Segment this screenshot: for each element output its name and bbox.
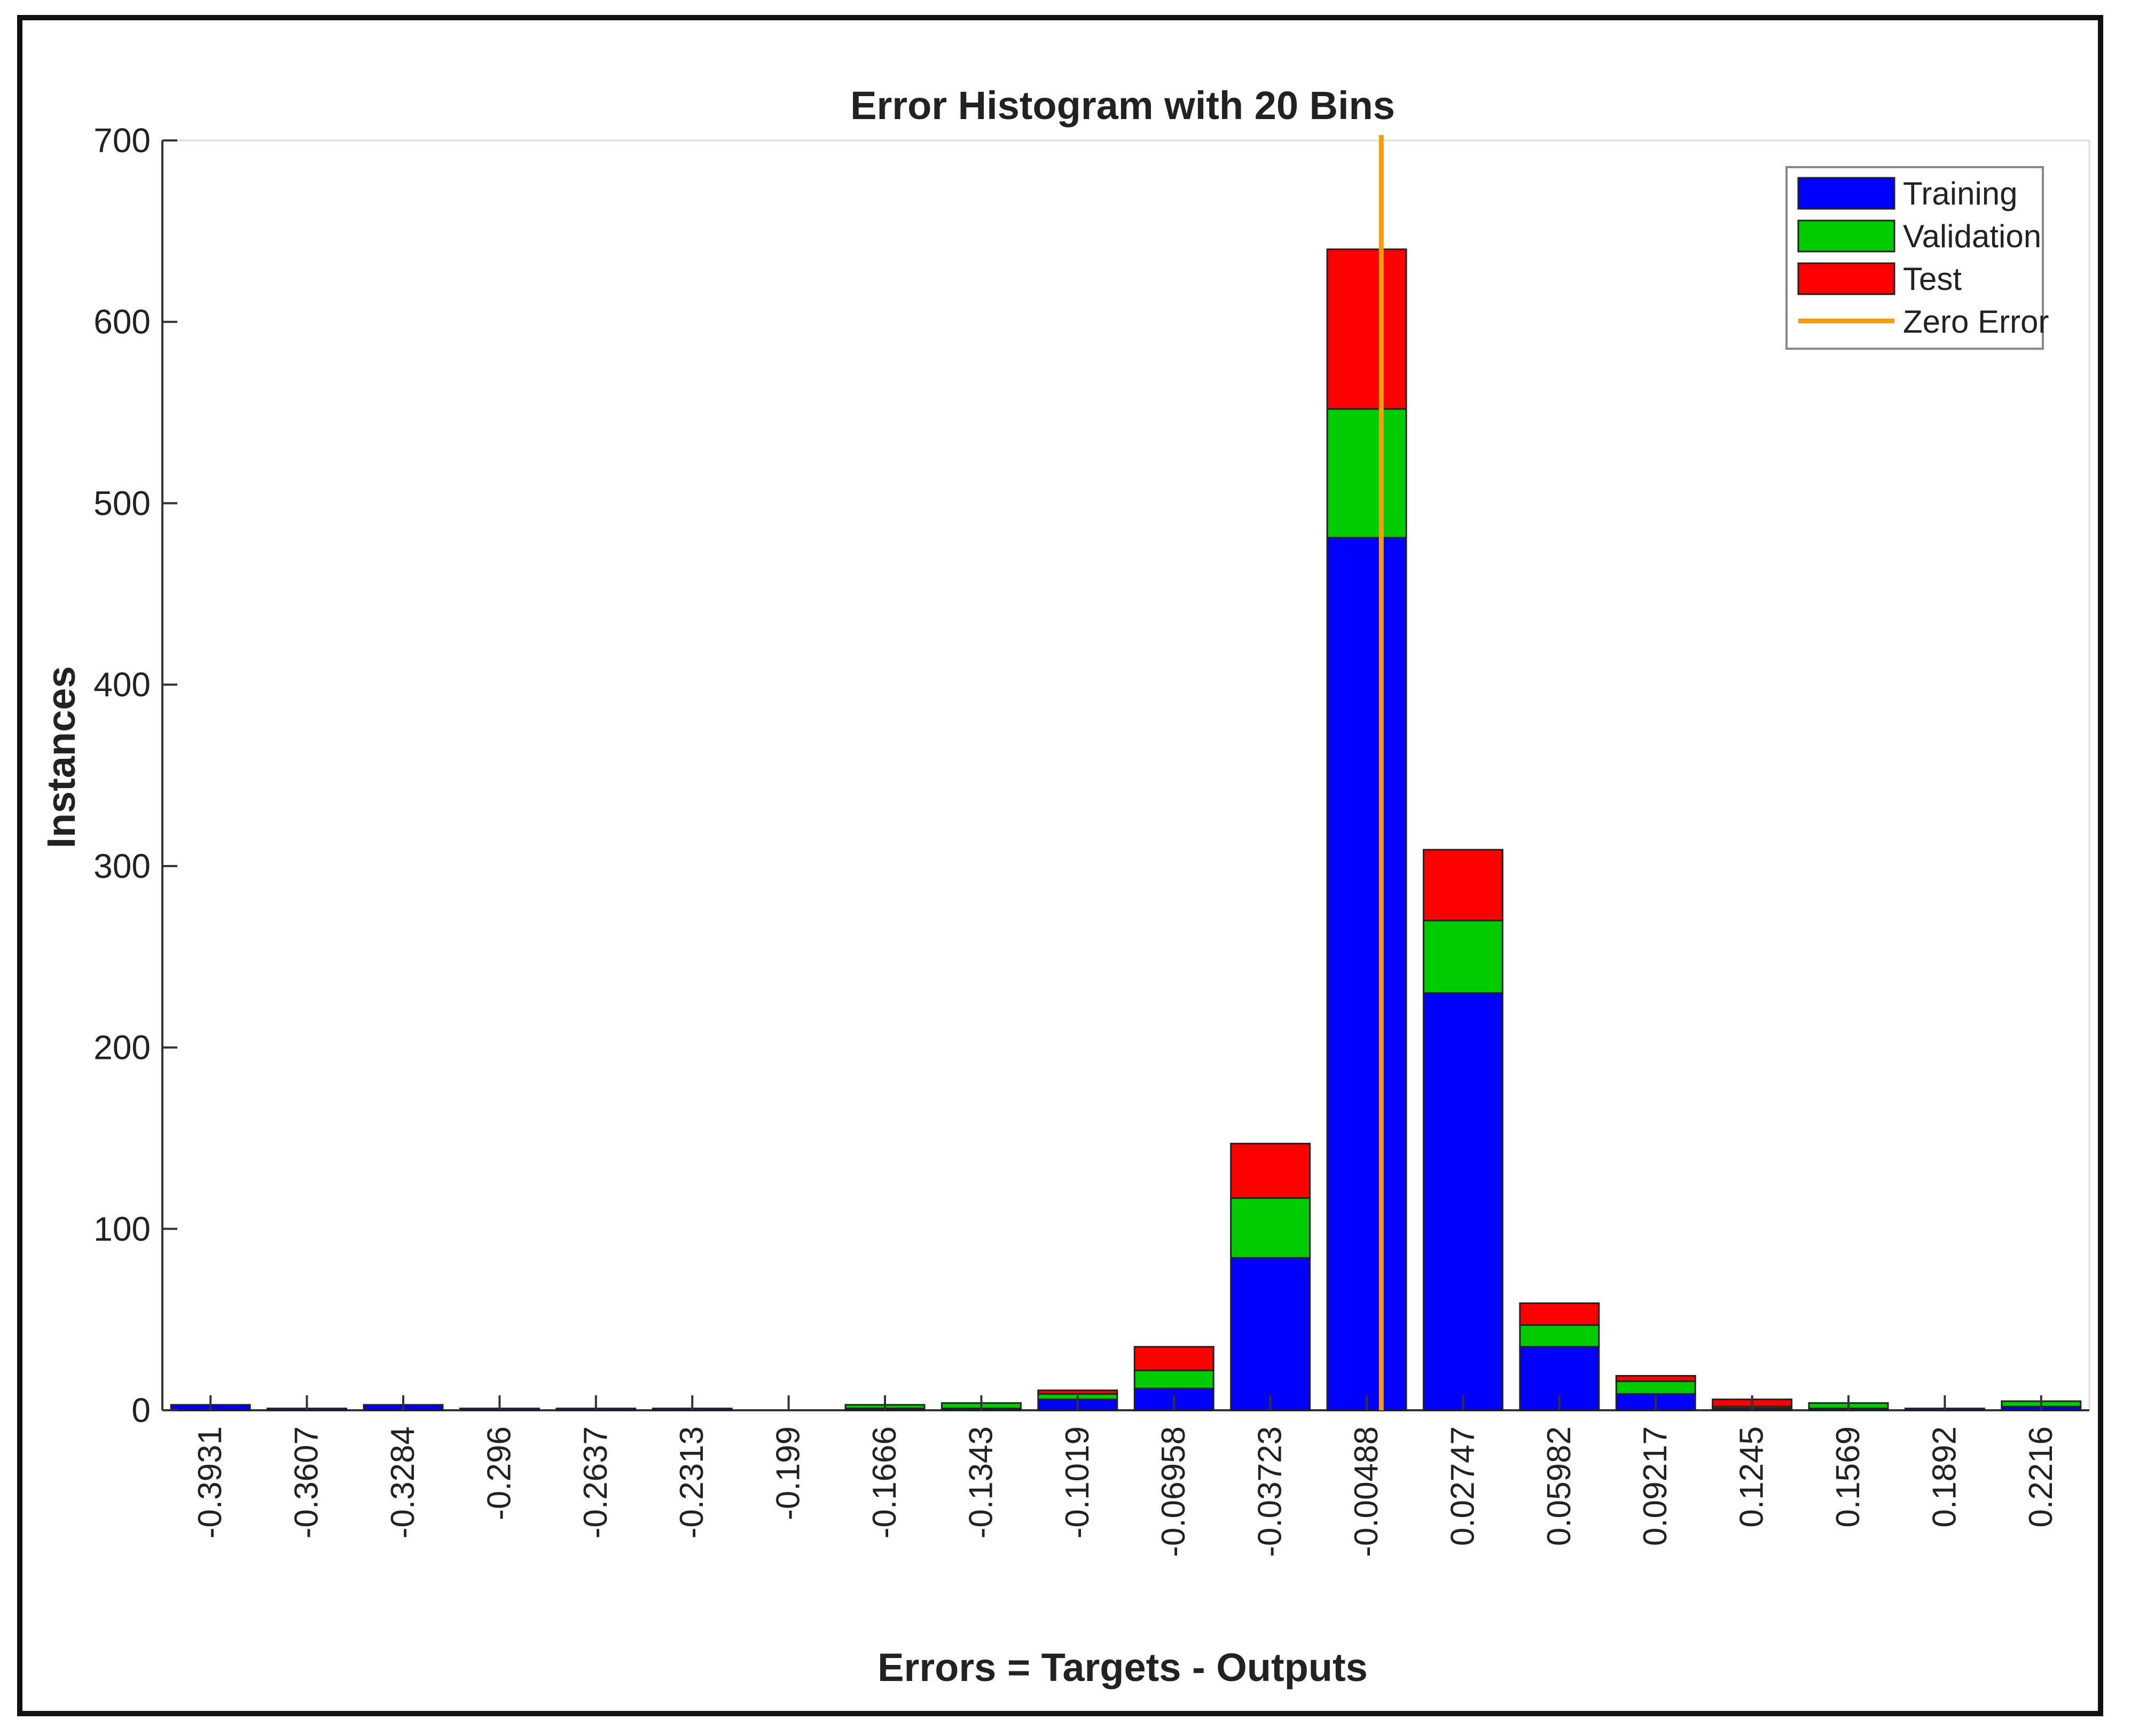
x-tick-label: -0.3284 (385, 1426, 421, 1538)
y-tick-label: 0 (131, 1391, 151, 1429)
figure-frame: Error Histogram with 20 Bins 0 100 200 300 4… (17, 15, 2103, 1716)
bar-training-13 (1422, 992, 1503, 1411)
bar-validation-11 (1230, 1197, 1311, 1259)
bar-test-14 (1519, 1302, 1600, 1326)
x-tick-label: 0.02747 (1444, 1426, 1481, 1546)
x-tick-label: 0.2216 (2023, 1426, 2059, 1528)
legend-label: Training (1903, 176, 2018, 211)
bar-test-10 (1133, 1346, 1215, 1371)
x-tick-label: -0.3607 (288, 1426, 325, 1538)
x-tick-label: -0.00488 (1348, 1426, 1385, 1557)
x-tick-label: 0.1892 (1926, 1426, 1963, 1528)
x-tick-label: -0.3931 (192, 1426, 229, 1538)
legend-label: Test (1903, 261, 1962, 297)
error-histogram-chart: Error Histogram with 20 Bins 0 100 200 300 4… (39, 83, 2090, 1690)
y-tick-label: 700 (93, 121, 151, 160)
y-axis-label: Instances (39, 666, 83, 848)
x-tick-label: 0.1569 (1830, 1426, 1867, 1528)
bar-validation-10 (1133, 1369, 1215, 1389)
x-axis-ticks: -0.3931 -0.3607 -0.3284 -0.296 -0.2637 -0.231… (192, 1395, 2059, 1557)
y-tick-label: 400 (93, 665, 151, 704)
x-tick-label: -0.296 (481, 1426, 518, 1520)
y-axis-ticks: 0 100 200 300 400 500 600 700 (93, 121, 177, 1429)
legend: Training Validation Test Zero Error (1785, 166, 2049, 350)
x-tick-label: -0.1343 (962, 1426, 999, 1538)
bar-test-11 (1230, 1143, 1311, 1199)
bar-test-13 (1422, 849, 1503, 922)
y-tick-label: 100 (93, 1209, 151, 1248)
y-tick-label: 200 (93, 1028, 151, 1067)
x-tick-label: -0.199 (770, 1426, 807, 1520)
y-tick-label: 500 (93, 484, 151, 522)
bar-validation-13 (1422, 920, 1503, 994)
x-tick-label: 0.09217 (1637, 1426, 1674, 1546)
legend-swatch-test (1797, 262, 1895, 295)
x-tick-label: -0.1019 (1059, 1426, 1096, 1538)
bar-test-12 (1326, 248, 1407, 410)
bar-training-11 (1230, 1257, 1311, 1411)
x-tick-label: -0.1666 (866, 1426, 903, 1538)
x-axis-label: Errors = Targets - Outputs (878, 1645, 1368, 1690)
x-tick-label: 0.1245 (1734, 1426, 1770, 1528)
x-tick-label: -0.03723 (1252, 1426, 1289, 1557)
chart-title: Error Histogram with 20 Bins (850, 83, 1395, 128)
bar-validation-14 (1519, 1324, 1600, 1348)
x-tick-label: -0.2637 (577, 1426, 614, 1538)
bar-training-12 (1326, 537, 1407, 1411)
x-tick-label: -0.06958 (1155, 1426, 1192, 1557)
bar-test-9 (1037, 1389, 1118, 1395)
y-tick-label: 300 (93, 847, 151, 885)
legend-label: Validation (1903, 218, 2041, 254)
x-tick-label: -0.2313 (673, 1426, 710, 1538)
y-tick-label: 600 (93, 303, 151, 341)
x-tick-label: 0.05982 (1541, 1426, 1578, 1546)
legend-label: Zero Error (1903, 304, 2049, 340)
bar-validation-12 (1326, 408, 1407, 539)
legend-swatch-training (1797, 177, 1895, 210)
bar-validation-15 (1615, 1380, 1696, 1395)
legend-swatch-validation (1797, 219, 1895, 253)
bar-test-15 (1615, 1374, 1696, 1382)
bars (170, 248, 2082, 1411)
